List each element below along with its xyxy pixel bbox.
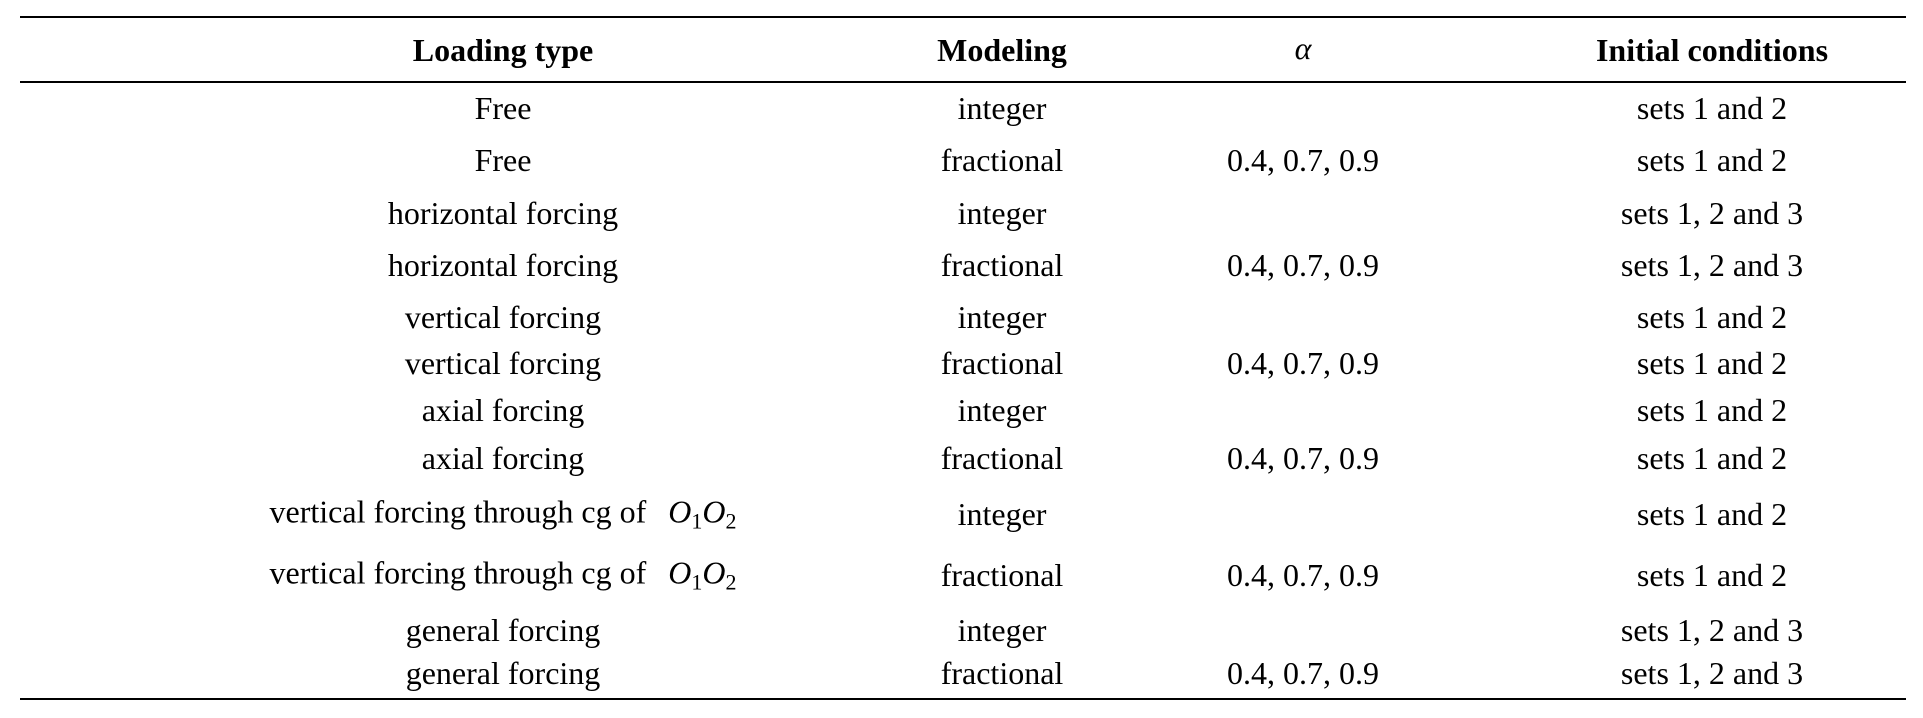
math-o1o2: O1O2 <box>668 554 736 594</box>
initial-conditions-cell: sets 1 and 2 <box>1636 90 1788 126</box>
table-bottom-rule <box>20 698 1906 700</box>
initial-conditions-cell: sets 1 and 2 <box>1636 496 1788 532</box>
initial-conditions-cell: sets 1, 2 and 3 <box>1620 247 1804 283</box>
math-symbol: O1 <box>668 554 702 594</box>
initial-conditions-cell: sets 1 and 2 <box>1636 557 1788 593</box>
initial-conditions-cell: sets 1 and 2 <box>1636 392 1788 428</box>
loading-type-text: vertical forcing <box>404 299 602 335</box>
loading-type-text: Free <box>474 90 532 126</box>
math-subscript: 2 <box>725 569 737 595</box>
loading-type-text: horizontal forcing <box>387 247 619 283</box>
loading-type-text: horizontal forcing <box>387 195 619 231</box>
math-symbol: O2 <box>702 554 736 594</box>
math-subscript: 2 <box>725 508 737 534</box>
loading-type-cell: vertical forcing through cg of O1O2 <box>270 557 737 594</box>
header-initial-conditions: Initial conditions <box>1595 32 1829 68</box>
modeling-cell: fractional <box>940 142 1064 178</box>
math-subscript: 1 <box>691 508 703 534</box>
math-symbol: O2 <box>702 493 736 533</box>
header-alpha: α <box>1294 30 1312 66</box>
initial-conditions-cell: sets 1 and 2 <box>1636 299 1788 335</box>
initial-conditions-cell: sets 1, 2 and 3 <box>1620 195 1804 231</box>
alpha-cell: 0.4, 0.7, 0.9 <box>1227 655 1379 691</box>
math-symbol: O1 <box>668 493 702 533</box>
initial-conditions-cell: sets 1 and 2 <box>1636 142 1788 178</box>
loading-type-cell: vertical forcing <box>405 347 601 379</box>
loading-type-cell: horizontal forcing <box>388 197 618 229</box>
header-modeling: Modeling <box>937 32 1067 68</box>
initial-conditions-cell: sets 1, 2 and 3 <box>1620 612 1804 648</box>
initial-conditions-cell: sets 1 and 2 <box>1636 440 1788 476</box>
loading-type-cell: axial forcing <box>422 394 585 426</box>
loading-type-text: axial forcing <box>421 440 585 476</box>
loading-type-text: general forcing <box>405 612 601 648</box>
modeling-cell: integer <box>957 612 1047 648</box>
math-letter: O <box>702 554 726 591</box>
loading-type-cell: axial forcing <box>422 442 585 474</box>
math-subscript: 1 <box>691 569 703 595</box>
loading-type-cell: general forcing <box>406 657 601 689</box>
modeling-cell: fractional <box>940 345 1064 381</box>
loading-type-text: Free <box>474 142 532 178</box>
modeling-cell: fractional <box>940 557 1064 593</box>
modeling-cell: integer <box>957 195 1047 231</box>
loading-type-cell: horizontal forcing <box>388 249 618 281</box>
loading-type-cell: Free <box>475 144 532 176</box>
modeling-cell: integer <box>957 90 1047 126</box>
alpha-cell: 0.4, 0.7, 0.9 <box>1227 345 1379 381</box>
initial-conditions-cell: sets 1 and 2 <box>1636 345 1788 381</box>
math-letter: O <box>702 493 726 530</box>
loading-type-text: axial forcing <box>421 392 585 428</box>
modeling-cell: fractional <box>940 655 1064 691</box>
loading-type-cell: Free <box>475 92 532 124</box>
modeling-cell: fractional <box>940 440 1064 476</box>
alpha-cell: 0.4, 0.7, 0.9 <box>1227 247 1379 283</box>
table-header-rule <box>20 81 1906 83</box>
loading-type-cell: vertical forcing through cg of O1O2 <box>270 496 737 533</box>
loading-type-text: vertical forcing through cg of <box>269 554 647 591</box>
table-top-rule <box>20 16 1906 18</box>
loading-type-text: vertical forcing <box>404 345 602 381</box>
loading-type-cell: vertical forcing <box>405 301 601 333</box>
loading-type-cell: general forcing <box>406 614 601 646</box>
math-o1o2: O1O2 <box>668 493 736 533</box>
modeling-cell: integer <box>957 299 1047 335</box>
alpha-cell: 0.4, 0.7, 0.9 <box>1227 557 1379 593</box>
modeling-cell: integer <box>957 392 1047 428</box>
alpha-cell: 0.4, 0.7, 0.9 <box>1227 142 1379 178</box>
loading-type-text: vertical forcing through cg of <box>269 493 647 530</box>
loading-type-text: general forcing <box>405 655 601 691</box>
header-loading-type: Loading type <box>412 32 594 68</box>
math-letter: O <box>668 493 692 530</box>
modeling-cell: integer <box>957 496 1047 532</box>
modeling-cell: fractional <box>940 247 1064 283</box>
initial-conditions-cell: sets 1, 2 and 3 <box>1620 655 1804 691</box>
alpha-cell: 0.4, 0.7, 0.9 <box>1227 440 1379 476</box>
math-letter: O <box>668 554 692 591</box>
